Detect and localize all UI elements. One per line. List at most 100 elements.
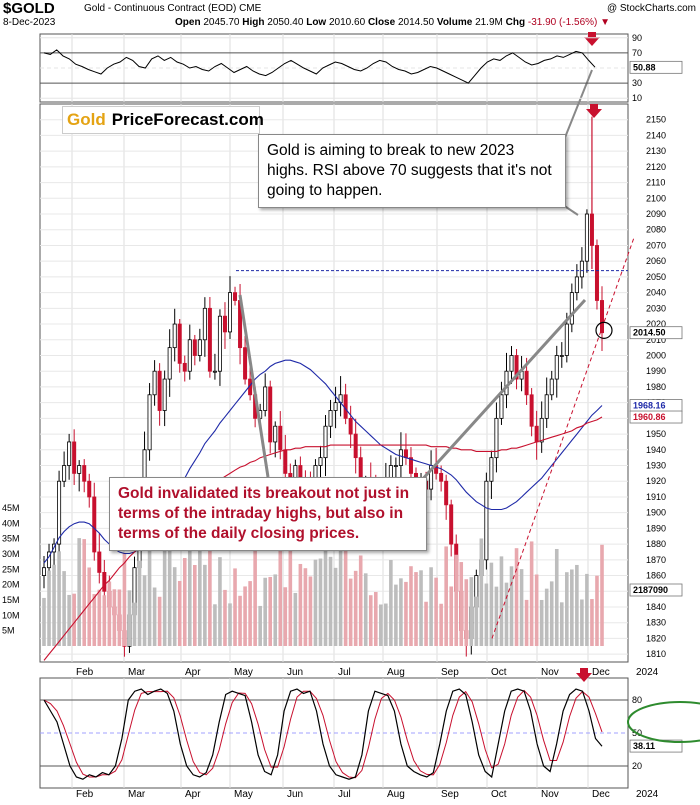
volume-bar: [238, 595, 242, 646]
candle-body: [227, 292, 232, 333]
volume-bar: [47, 570, 51, 646]
price-x-tick-label: Feb: [76, 667, 94, 678]
volume-tick-label: 5M: [2, 626, 15, 636]
candle-body: [499, 394, 504, 419]
price-tick-label: 1910: [646, 492, 666, 502]
price-tick-label: 1920: [646, 476, 666, 486]
candle-body: [82, 465, 87, 482]
volume-bar: [404, 581, 408, 646]
volume-bar: [152, 587, 157, 646]
volume-bar: [157, 596, 162, 646]
price-tick-label: 1980: [646, 382, 666, 392]
callout-breakout: Gold invalidated its breakout not just i…: [109, 477, 427, 551]
price-x-tick-label: Sep: [441, 667, 459, 678]
ma200-tag-box: [629, 410, 683, 424]
volume-tick-label: 30M: [2, 549, 20, 559]
volume-bar: [117, 589, 122, 646]
volume-bar: [77, 538, 81, 646]
stoch-x-tick-label: Nov: [541, 789, 559, 800]
volume-bar: [409, 566, 413, 646]
candle-body: [273, 425, 278, 443]
stoch-x-tick-label: May: [234, 789, 253, 800]
chart-header: $GOLD Gold - Continuous Contract (EOD) C…: [0, 0, 700, 30]
volume-bar: [499, 556, 504, 646]
pointer-line: [418, 298, 587, 484]
volume-bar: [479, 538, 484, 646]
open-label: Open: [175, 17, 201, 28]
candle-body: [600, 300, 605, 334]
price-x-tick-label: May: [234, 667, 253, 678]
volume-bar: [122, 552, 127, 646]
volume-bar: [253, 550, 257, 646]
low-label: Low: [306, 17, 327, 28]
volume-tick-label: 45M: [2, 503, 20, 513]
volume-bar: [218, 557, 222, 646]
candle-body: [539, 417, 544, 443]
volume-bar: [484, 583, 489, 646]
volume-bar: [414, 572, 418, 646]
candle-body: [439, 472, 444, 482]
price-tick-label: 1900: [646, 508, 666, 518]
candle-body: [182, 362, 187, 372]
highlight-ellipse: [627, 701, 700, 743]
candle-body: [92, 496, 97, 553]
stoch-tick-label: 80: [632, 695, 642, 705]
down-triangle-icon: ▼: [600, 17, 611, 28]
callout-rsi: Gold is aiming to break to new 2023 high…: [258, 134, 566, 208]
chg-label: Chg: [505, 17, 526, 28]
volume-bar: [198, 536, 202, 646]
volume-bar: [489, 562, 494, 646]
price-tick-label: 1840: [646, 602, 666, 612]
rsi-value-tag: 50.88: [633, 62, 656, 72]
volume-bar: [419, 570, 423, 646]
volume-bar: [42, 597, 46, 646]
candle-body: [484, 480, 489, 561]
price-tick-label: 2100: [646, 193, 666, 203]
volume-bar: [439, 603, 443, 646]
candle-body: [594, 245, 599, 301]
candle-body: [87, 480, 92, 498]
candle-body: [398, 449, 403, 466]
price-tick-label: 2070: [646, 240, 666, 250]
volume-bar: [539, 599, 544, 646]
stoch-x-tick-label: Jun: [287, 789, 303, 800]
price-tick-label: 1810: [646, 649, 666, 659]
close-value: 2014.50: [397, 17, 435, 28]
volume-bar: [575, 564, 579, 646]
volume-tick-label: 20M: [2, 580, 20, 590]
candle-body: [162, 378, 167, 411]
stoch-tick-label: 20: [632, 761, 642, 771]
candle-body: [102, 572, 107, 592]
volume-bar: [474, 596, 479, 646]
candle-body: [529, 394, 534, 427]
candle-body: [579, 260, 584, 278]
volume-bar: [333, 567, 338, 646]
volume-bar: [132, 602, 137, 646]
close-label: Close: [367, 17, 396, 28]
candle-body: [157, 370, 162, 411]
candle-body: [524, 370, 529, 396]
down-arrow-icon: [576, 668, 592, 682]
candle-body: [278, 425, 283, 451]
stoch-d-line: [43, 689, 603, 779]
volume-bar: [323, 543, 328, 646]
volume-bar: [565, 572, 569, 646]
candle-body: [97, 551, 102, 573]
stoch-k-line: [43, 688, 603, 780]
volume-bar: [82, 539, 87, 646]
logo-gold: Gold: [63, 108, 112, 132]
volume-bar: [102, 595, 107, 646]
candle-body: [233, 292, 238, 301]
ma50-tag: 1968.16: [633, 401, 666, 411]
candle-body: [534, 425, 539, 443]
pointer-line: [238, 294, 270, 478]
candle-body: [77, 465, 82, 474]
price-tick-label: 2020: [646, 319, 666, 329]
volume-bar: [248, 581, 252, 646]
candle-body: [333, 402, 338, 411]
candle-body: [348, 417, 353, 435]
volume-bar: [454, 554, 459, 646]
candle-body: [207, 307, 212, 372]
volume-bar: [318, 558, 323, 646]
price-x-tick-label: Jul: [338, 667, 351, 678]
